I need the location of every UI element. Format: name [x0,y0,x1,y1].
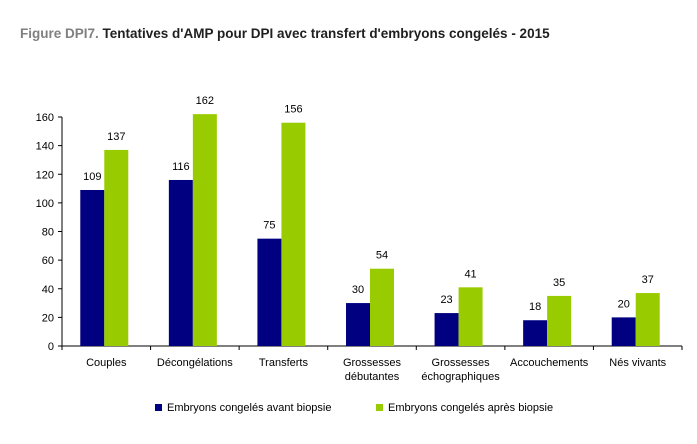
data-label: 41 [464,268,476,280]
data-label: 20 [618,298,630,310]
data-label: 162 [196,95,214,107]
bar-avant-biopsie [168,179,193,346]
legend-swatch [376,404,383,411]
x-category-label: Grossesses [343,357,402,369]
y-tick-label: 40 [42,284,54,296]
bar-apres-biopsie [192,114,217,346]
legend-label: Embryons congelés après biopsie [388,402,553,414]
bar-apres-biopsie [635,293,660,346]
y-tick-label: 0 [48,341,54,353]
y-tick-label: 20 [42,312,54,324]
data-label: 156 [284,104,302,116]
data-label: 137 [107,131,125,143]
x-category-label: Accouchements [510,357,589,369]
data-label: 18 [529,301,541,313]
bar-avant-biopsie [523,320,548,346]
data-label: 109 [83,171,101,183]
y-tick-label: 100 [36,198,54,210]
bar-avant-biopsie [611,317,636,346]
data-label: 35 [553,277,565,289]
x-category-label: Nés vivants [609,357,666,369]
bar-avant-biopsie [434,313,459,346]
bar-avant-biopsie [257,238,282,346]
x-category-label: Décongélations [157,357,233,369]
y-tick-label: 60 [42,255,54,267]
bar-apres-biopsie [370,268,394,346]
bar-avant-biopsie [80,189,105,346]
bar-apres-biopsie [458,287,483,346]
bar-apres-biopsie [547,295,572,346]
data-label: 54 [376,250,388,262]
legend-label: Embryons congelés avant biopsie [167,402,331,414]
bar-apres-biopsie [281,122,306,346]
x-category-label: Transferts [259,357,309,369]
y-tick-label: 140 [36,141,54,153]
data-label: 30 [352,284,364,296]
y-tick-label: 80 [42,227,54,239]
chart-title: Figure DPI7. Tentatives d'AMP pour DPI a… [20,26,550,41]
figure-number: Figure DPI7. [20,26,99,41]
x-category-label: échographiques [421,371,500,383]
data-label: 75 [263,220,275,232]
figure-title: Tentatives d'AMP pour DPI avec transfert… [102,26,550,41]
data-label: 37 [642,274,654,286]
x-category-label: débutantes [345,371,400,383]
y-tick-label: 160 [36,112,54,124]
bar-apres-biopsie [104,149,129,346]
data-label: 116 [172,161,190,173]
x-category-label: Grossesses [432,357,491,369]
legend-swatch [155,404,162,411]
y-tick-label: 120 [36,169,54,181]
bar-avant-biopsie [346,303,370,346]
data-label: 23 [440,294,452,306]
x-category-label: Couples [86,357,127,369]
